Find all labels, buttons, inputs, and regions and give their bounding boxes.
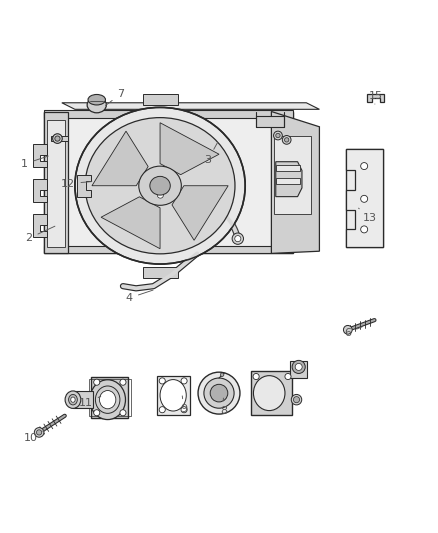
Circle shape bbox=[293, 397, 300, 403]
Text: 7: 7 bbox=[106, 89, 124, 106]
Ellipse shape bbox=[99, 391, 116, 409]
Ellipse shape bbox=[150, 176, 170, 195]
Bar bbox=[256, 116, 285, 127]
Bar bbox=[276, 179, 300, 184]
Text: 2: 2 bbox=[25, 226, 55, 243]
Bar bbox=[91, 377, 128, 418]
Bar bbox=[157, 376, 190, 415]
Circle shape bbox=[360, 195, 367, 203]
Bar bbox=[51, 136, 68, 141]
Bar bbox=[44, 246, 293, 253]
Text: 6: 6 bbox=[344, 327, 363, 338]
Text: 10: 10 bbox=[23, 430, 44, 442]
Polygon shape bbox=[78, 175, 91, 197]
Polygon shape bbox=[62, 103, 319, 109]
Circle shape bbox=[276, 133, 280, 138]
Text: 1: 1 bbox=[21, 156, 48, 169]
Polygon shape bbox=[346, 149, 383, 247]
Circle shape bbox=[120, 379, 126, 385]
Circle shape bbox=[274, 131, 283, 140]
Circle shape bbox=[159, 378, 165, 384]
Ellipse shape bbox=[90, 379, 125, 419]
Text: 8: 8 bbox=[220, 398, 227, 416]
Bar bbox=[274, 135, 311, 214]
Circle shape bbox=[55, 136, 60, 141]
Ellipse shape bbox=[87, 97, 106, 113]
Bar bbox=[89, 379, 131, 416]
Polygon shape bbox=[44, 111, 293, 253]
Bar bbox=[47, 120, 65, 247]
Bar bbox=[346, 149, 383, 247]
Ellipse shape bbox=[71, 397, 75, 402]
Polygon shape bbox=[143, 94, 177, 105]
Circle shape bbox=[94, 410, 100, 416]
Polygon shape bbox=[101, 197, 160, 249]
Circle shape bbox=[34, 427, 44, 437]
Text: 9: 9 bbox=[180, 396, 187, 414]
Ellipse shape bbox=[139, 166, 181, 205]
Polygon shape bbox=[33, 144, 46, 167]
Circle shape bbox=[181, 378, 187, 384]
Circle shape bbox=[159, 407, 165, 413]
Polygon shape bbox=[92, 131, 148, 185]
Ellipse shape bbox=[75, 107, 245, 264]
Circle shape bbox=[181, 407, 187, 413]
Text: 13: 13 bbox=[359, 208, 377, 223]
Circle shape bbox=[157, 192, 163, 198]
Polygon shape bbox=[172, 185, 228, 240]
Bar bbox=[44, 110, 293, 118]
Circle shape bbox=[285, 374, 291, 379]
Circle shape bbox=[360, 226, 367, 233]
Circle shape bbox=[204, 378, 234, 408]
Circle shape bbox=[285, 138, 289, 142]
Circle shape bbox=[198, 372, 240, 414]
Circle shape bbox=[210, 384, 228, 402]
Polygon shape bbox=[276, 161, 302, 197]
Text: 15: 15 bbox=[369, 91, 383, 104]
Text: 12: 12 bbox=[61, 179, 92, 189]
Circle shape bbox=[232, 233, 244, 244]
Circle shape bbox=[235, 236, 241, 241]
Text: 4: 4 bbox=[126, 290, 153, 303]
Ellipse shape bbox=[88, 94, 106, 105]
Ellipse shape bbox=[295, 364, 302, 370]
Polygon shape bbox=[143, 266, 177, 278]
Ellipse shape bbox=[95, 386, 120, 414]
Polygon shape bbox=[160, 123, 219, 175]
Circle shape bbox=[220, 373, 224, 376]
Ellipse shape bbox=[65, 391, 81, 408]
Polygon shape bbox=[44, 111, 68, 253]
Ellipse shape bbox=[254, 376, 285, 410]
Circle shape bbox=[120, 410, 126, 416]
Circle shape bbox=[36, 430, 42, 435]
Text: 11: 11 bbox=[79, 397, 101, 408]
Circle shape bbox=[253, 374, 259, 379]
Bar bbox=[290, 361, 307, 378]
Text: 3: 3 bbox=[205, 142, 218, 165]
Circle shape bbox=[360, 163, 367, 169]
Ellipse shape bbox=[160, 379, 186, 411]
Ellipse shape bbox=[69, 394, 78, 405]
Polygon shape bbox=[272, 111, 319, 253]
Polygon shape bbox=[367, 94, 384, 102]
Bar bbox=[73, 391, 92, 408]
Circle shape bbox=[291, 394, 302, 405]
Ellipse shape bbox=[85, 118, 235, 254]
Bar bbox=[251, 372, 292, 415]
Circle shape bbox=[343, 326, 352, 334]
Ellipse shape bbox=[292, 360, 305, 374]
Polygon shape bbox=[33, 214, 46, 237]
Circle shape bbox=[94, 379, 100, 385]
Bar bbox=[276, 165, 300, 171]
Polygon shape bbox=[68, 111, 272, 253]
Circle shape bbox=[53, 134, 62, 143]
Polygon shape bbox=[33, 179, 46, 202]
Circle shape bbox=[283, 135, 291, 144]
Circle shape bbox=[155, 189, 166, 201]
